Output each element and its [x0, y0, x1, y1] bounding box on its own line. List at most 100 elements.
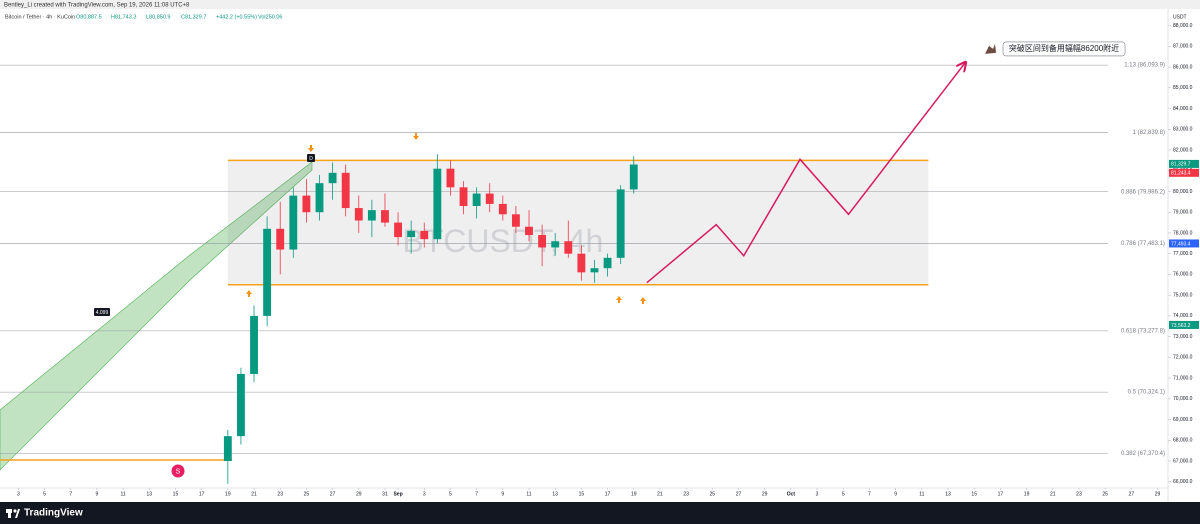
x-tick-label: 19 — [1024, 491, 1030, 497]
fib-label: 0.5 (70,324.1) — [1128, 390, 1165, 396]
price-tag — [1169, 320, 1199, 329]
candle-body — [511, 214, 520, 227]
candle-body — [341, 172, 350, 209]
candle-body — [394, 222, 402, 238]
x-tick-label: 13 — [552, 491, 558, 497]
candle-body — [250, 315, 258, 374]
x-tick-label: 3 — [17, 491, 20, 497]
x-tick-label: 25 — [1102, 491, 1108, 497]
low: L80,850.9 — [146, 14, 170, 20]
candle-body — [315, 183, 324, 213]
y-tick-label: 66,000.0 — [1173, 479, 1193, 485]
drawing-label-bg — [94, 308, 110, 316]
y-tick-label: 85,000.0 — [1173, 85, 1193, 91]
x-tick-label: 31 — [382, 491, 388, 497]
y-tick-label: 68,000.0 — [1173, 438, 1193, 444]
x-tick-label: 15 — [971, 491, 977, 497]
x-tick-label: 15 — [579, 491, 585, 497]
x-tick-label: 7 — [475, 491, 478, 497]
logo-part — [15, 509, 20, 518]
price-tag — [1169, 239, 1199, 248]
footer-bar — [0, 502, 1200, 524]
projection-path — [646, 63, 965, 284]
x-tick-label: 17 — [998, 491, 1004, 497]
x-tick-label: 9 — [501, 491, 504, 497]
y-tick-label: 88,000.0 — [1173, 23, 1193, 29]
logo-part — [8, 509, 11, 518]
candle-body — [420, 230, 429, 240]
candle-body — [472, 193, 481, 206]
y-tick-label: 72,000.0 — [1173, 355, 1193, 361]
candle-body — [223, 436, 232, 462]
fib-label: 0.886 (79,986.2) — [1121, 189, 1165, 195]
candle-body — [263, 228, 272, 316]
y-tick-label: 67,000.0 — [1173, 458, 1193, 464]
x-tick-label: 13 — [945, 491, 951, 497]
candle-body — [302, 195, 311, 213]
signal-arrow — [246, 290, 252, 297]
close: C81,329.7 — [181, 14, 206, 20]
x-tick-label: 5 — [43, 491, 46, 497]
x-tick-label: 29 — [762, 491, 768, 497]
x-tick-label: 27 — [736, 491, 742, 497]
x-tick-label: 15 — [173, 491, 179, 497]
x-tick-label: 25 — [710, 491, 716, 497]
candle-body — [629, 164, 638, 190]
x-tick-label: 27 — [330, 491, 336, 497]
fib-label: 0.618 (73,277.8) — [1121, 328, 1165, 334]
candle-body — [538, 235, 547, 248]
fib-label: 1 (82,839.8) — [1133, 130, 1165, 136]
annotation-icon — [985, 43, 997, 54]
x-tick-label: 27 — [1129, 491, 1135, 497]
price-tag-label: 77,493.4 — [1171, 241, 1191, 247]
symbol: Bitcoin / Tether · 4h · KuCoin — [5, 14, 75, 20]
x-tick-label: 11 — [919, 491, 924, 497]
x-tick-label: 19 — [225, 491, 231, 497]
signal-arrow — [308, 145, 314, 152]
price-tag — [1169, 159, 1199, 168]
y-tick-label: 84,000.0 — [1173, 106, 1193, 112]
x-tick-label: 19 — [631, 491, 637, 497]
y-tick-label: 75,000.0 — [1173, 292, 1193, 298]
x-tick-label: 23 — [1076, 491, 1082, 497]
credit: Bentley_Li created with TradingView.com,… — [4, 3, 190, 9]
brand: TradingView — [24, 508, 83, 519]
y-tick-label: 73,000.0 — [1173, 334, 1193, 340]
candle-body — [354, 208, 363, 221]
x-tick-label: 21 — [657, 491, 663, 497]
volume: Vol250.06 — [258, 14, 282, 20]
change: +442.2 (+0.55%) — [216, 14, 257, 20]
y-tick-label: 87,000.0 — [1173, 44, 1193, 50]
candle-body — [551, 241, 560, 248]
candle-body — [564, 241, 573, 254]
x-tick-label: 11 — [526, 491, 531, 497]
signal-arrow — [413, 133, 419, 140]
plot: 4.099BTCUSDT, 4h1.13 (86,093.9)1 (82,839… — [0, 41, 1165, 484]
legend: Bitcoin / Tether · 4h · KuCoin O80,887.5… — [5, 14, 282, 20]
candle-body — [577, 253, 586, 273]
y-tick-label: 83,000.0 — [1173, 127, 1193, 133]
y-tick-label: 86,000.0 — [1173, 64, 1193, 70]
candle-body — [328, 172, 337, 184]
signal-arrow — [640, 297, 646, 304]
fib-label: 0.382 (67,370.4) — [1121, 451, 1165, 457]
x-tick-label: 21 — [251, 491, 257, 497]
open: O80,887.5 — [76, 14, 102, 20]
x-tick-label: Oct — [787, 491, 796, 497]
fib-label: 1.13 (86,093.9) — [1124, 63, 1165, 69]
candle-body — [525, 226, 533, 236]
y-tick-label: 82,000.0 — [1173, 147, 1193, 153]
credit-bar — [0, 0, 1200, 9]
x-tick-label: 21 — [1050, 491, 1056, 497]
candle-body — [367, 210, 376, 221]
x-tick-label: 13 — [146, 491, 152, 497]
x-tick-label: 9 — [894, 491, 897, 497]
price-tag-label: 73,563.2 — [1171, 323, 1191, 329]
annotation-box — [1002, 41, 1126, 57]
x-tick-label: 17 — [199, 491, 205, 497]
candle-body — [459, 187, 468, 206]
candle-body — [446, 168, 455, 188]
brand-logo — [6, 509, 20, 518]
x-tick-label: 29 — [1155, 491, 1161, 497]
